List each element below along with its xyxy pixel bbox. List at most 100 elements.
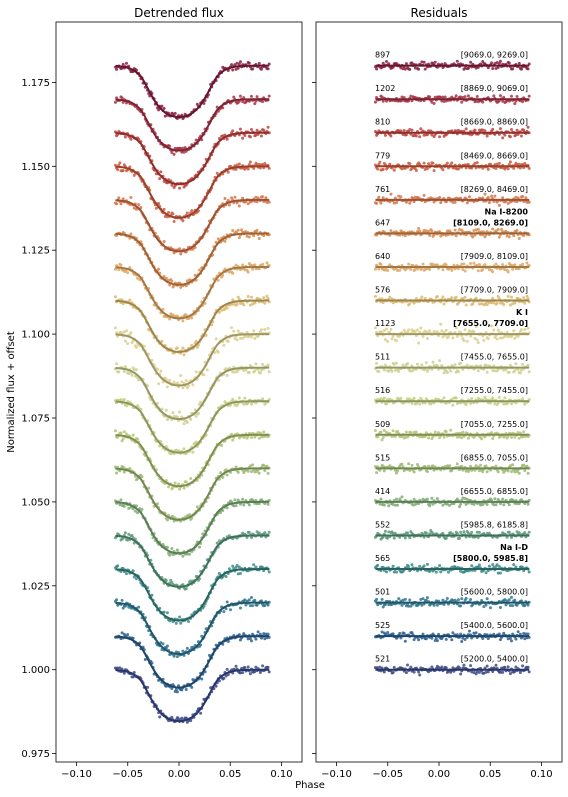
flux-point xyxy=(225,374,229,378)
residual-point xyxy=(408,598,412,602)
flux-point xyxy=(231,129,235,133)
flux-point xyxy=(168,317,172,321)
flux-point xyxy=(143,657,147,661)
flux-point xyxy=(171,411,175,415)
residual-point xyxy=(485,664,489,668)
y-tick-label: 1.175 xyxy=(21,78,50,89)
flux-point xyxy=(158,177,162,181)
flux-point xyxy=(165,545,169,549)
flux-point xyxy=(175,548,179,552)
flux-point xyxy=(247,370,251,374)
residual-point xyxy=(425,337,429,341)
residual-point xyxy=(409,665,413,669)
residual-point xyxy=(439,322,443,326)
flux-point xyxy=(247,61,251,65)
flux-point xyxy=(220,443,224,447)
residual-point xyxy=(493,194,497,198)
flux-point xyxy=(126,342,130,346)
flux-point xyxy=(181,554,185,558)
residual-point xyxy=(472,261,476,265)
residual-point xyxy=(465,339,469,343)
residual-point xyxy=(454,396,458,400)
residual-point xyxy=(377,369,381,373)
transit-model-line xyxy=(115,433,270,488)
flux-point xyxy=(204,627,208,631)
flux-point xyxy=(181,346,185,350)
residual-point xyxy=(470,530,474,534)
flux-point xyxy=(154,206,158,210)
flux-point xyxy=(247,530,251,534)
flux-point xyxy=(238,60,242,64)
flux-point xyxy=(262,632,266,636)
residual-point xyxy=(460,597,464,601)
residual-point xyxy=(522,430,526,434)
light-curve-series xyxy=(113,463,271,523)
flux-point xyxy=(190,685,194,689)
flux-point xyxy=(224,574,228,578)
flux-point xyxy=(219,471,223,475)
flux-point xyxy=(265,261,269,265)
flux-point xyxy=(126,271,130,275)
residual-point xyxy=(486,196,490,200)
flux-point xyxy=(253,102,257,106)
residual-point xyxy=(392,168,396,172)
y-tick-label: 1.050 xyxy=(21,497,50,508)
flux-point xyxy=(236,228,240,232)
light-curve-series xyxy=(113,497,271,558)
flux-point xyxy=(225,506,229,510)
residual-point xyxy=(424,531,428,535)
flux-point xyxy=(231,370,235,374)
flux-point xyxy=(262,430,266,434)
flux-point xyxy=(253,435,257,439)
residual-point xyxy=(485,597,489,601)
residual-point xyxy=(430,496,434,500)
residual-point xyxy=(453,228,457,232)
flux-point xyxy=(267,370,271,374)
flux-point xyxy=(259,328,263,332)
residual-point xyxy=(462,663,466,667)
residual-point xyxy=(399,195,403,199)
flux-point xyxy=(248,637,252,641)
flux-point xyxy=(217,310,221,314)
flux-point xyxy=(231,438,235,442)
flux-point xyxy=(146,685,150,689)
residual-point xyxy=(373,294,377,298)
flux-point xyxy=(122,330,126,334)
flux-point xyxy=(251,267,255,271)
flux-point xyxy=(160,339,164,343)
transit-model-line xyxy=(115,400,270,454)
flux-point xyxy=(185,646,189,650)
residual-point xyxy=(456,370,460,374)
residual-point xyxy=(491,270,495,274)
flux-point xyxy=(118,666,122,670)
residual-point xyxy=(460,639,464,643)
flux-point xyxy=(250,639,253,643)
flux-point xyxy=(246,665,250,669)
residual-point xyxy=(514,565,518,569)
flux-point xyxy=(165,611,169,615)
residual-point xyxy=(488,606,492,610)
residual-point xyxy=(524,196,528,200)
flux-point xyxy=(129,137,133,141)
residual-point xyxy=(377,267,381,271)
residual-point xyxy=(391,671,395,674)
residual-point xyxy=(525,261,529,265)
flux-point xyxy=(246,637,250,641)
residual-point xyxy=(420,363,424,367)
residual-point xyxy=(494,663,498,667)
flux-point xyxy=(254,565,258,569)
residual-point xyxy=(453,363,457,367)
flux-point xyxy=(120,598,124,602)
flux-point xyxy=(242,503,246,507)
residual-point xyxy=(415,328,419,332)
residual-point xyxy=(503,665,507,669)
residual-point xyxy=(523,328,527,332)
residual-point xyxy=(527,670,531,674)
y-tick-label: 1.000 xyxy=(21,665,50,676)
flux-point xyxy=(167,485,171,489)
residual-point xyxy=(491,396,495,400)
residual-point xyxy=(510,639,513,643)
flux-point xyxy=(238,302,242,306)
residual-point xyxy=(523,531,527,535)
residual-point xyxy=(437,431,440,435)
